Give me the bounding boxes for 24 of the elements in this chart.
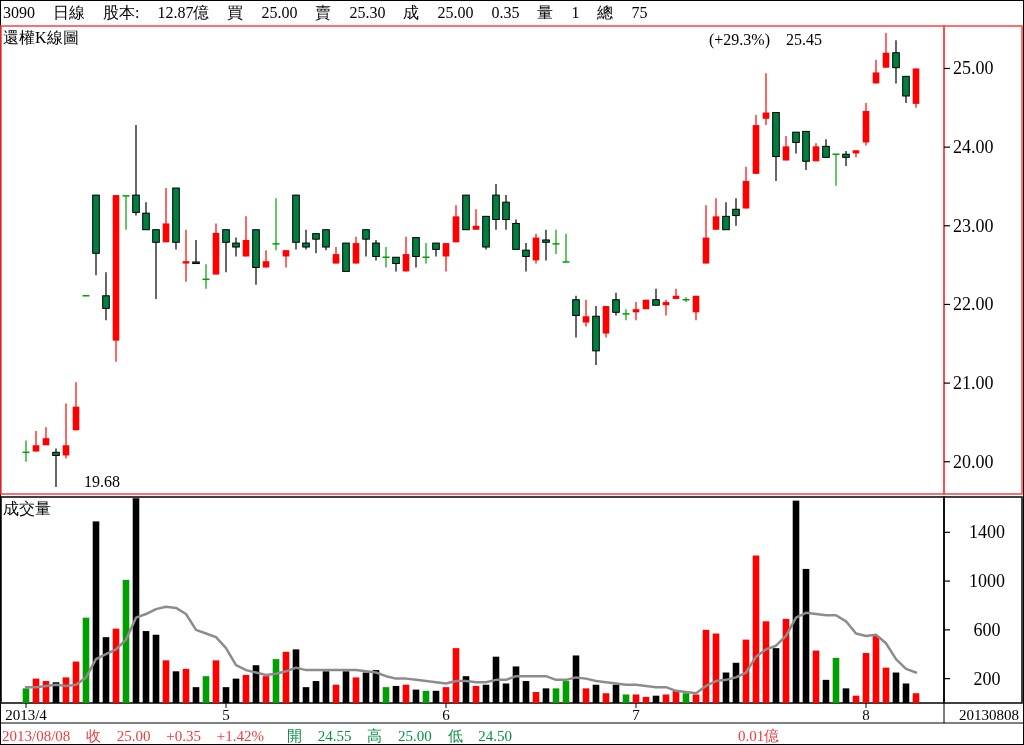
x-tick-label: 7 (632, 707, 641, 723)
x-tick-label: 5 (222, 707, 230, 723)
text: 20130808 (959, 707, 1019, 723)
y-tick-label: 200 (973, 668, 1001, 689)
y-tick-label: 20.00 (953, 451, 994, 472)
y-tick-label: 600 (973, 619, 1001, 640)
text: 2013/08/08 收 25.00 +0.35 +1.42% (2, 728, 264, 744)
y-tick-label: 1400 (969, 522, 1005, 543)
chart-subtitle: 3090 日線 股本: 12.87億 買 25.00 賣 25.30 成 25.00 0.35 量 1 總 75 (3, 4, 648, 21)
y-tick-label: 1000 (969, 571, 1005, 592)
y-tick-label: 24.00 (953, 137, 994, 158)
x-tick-label: 2013/4 (5, 707, 48, 723)
chart-title: 還權K線圖 (3, 29, 79, 46)
y-tick-label: 21.00 (953, 373, 994, 394)
y-tick-label: 25.00 (953, 58, 994, 79)
annotation: 19.68 (84, 472, 120, 490)
y-tick-label: 22.00 (953, 294, 994, 315)
text: 開 24.55 高 25.00 低 24.50 (287, 728, 512, 744)
x-tick-label: 6 (442, 707, 451, 723)
text: 0.01億 (738, 728, 780, 744)
x-tick-label: 8 (862, 707, 870, 723)
annotation: (+29.3%) 25.45 (708, 31, 822, 50)
chart-title: 成交量 (3, 500, 51, 517)
y-tick-label: 23.00 (953, 215, 994, 236)
